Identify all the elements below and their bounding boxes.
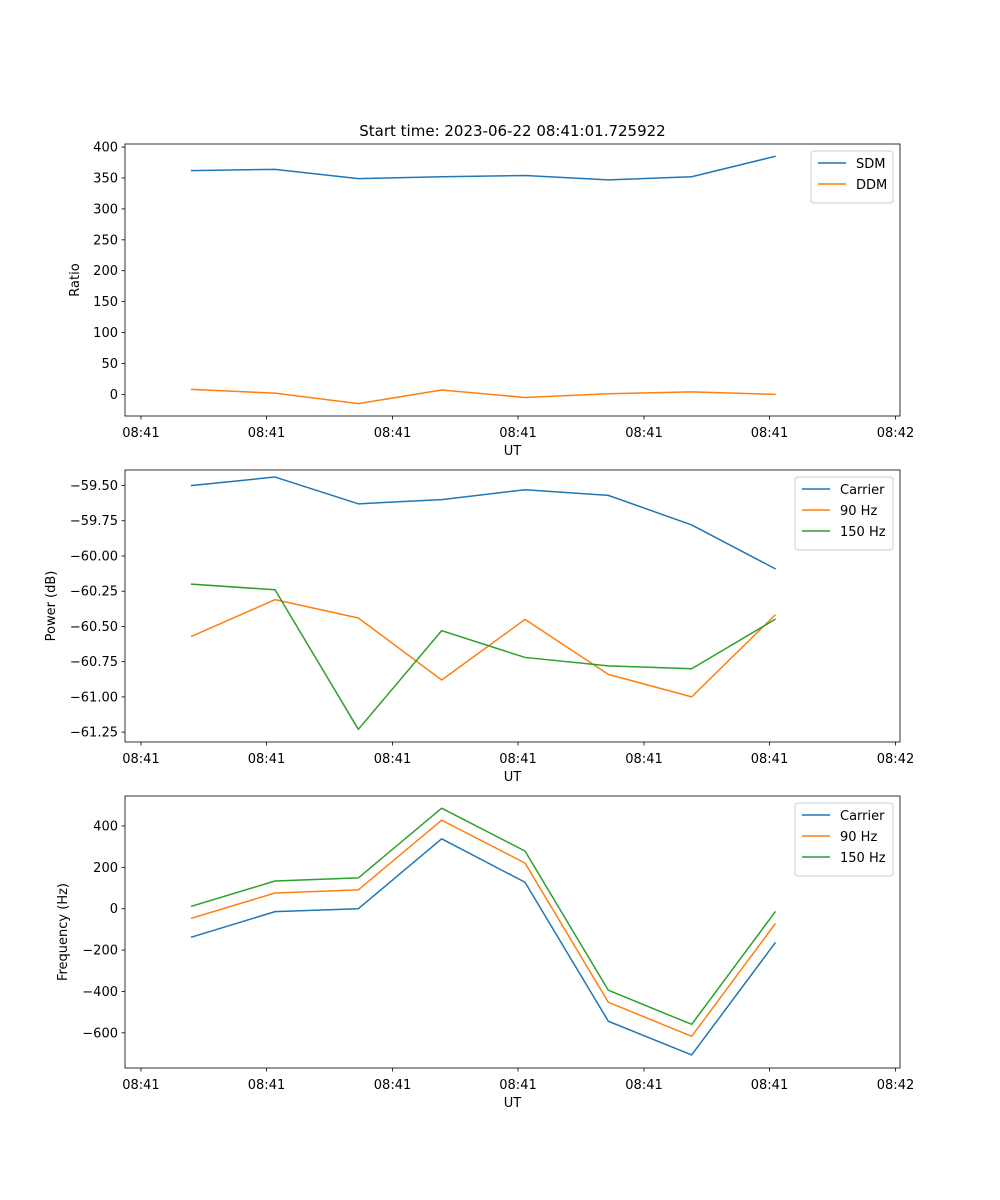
legend-label: 150 Hz [840, 525, 886, 540]
y-tick-label: 200 [93, 861, 118, 876]
legend: Carrier 90 Hz 150 Hz [794, 476, 894, 551]
axes-frame [124, 469, 901, 743]
x-tick-label: 08:41 [374, 426, 411, 441]
x-axis-label: UT [504, 1096, 522, 1111]
axes-frame [124, 143, 901, 417]
series-group [190, 476, 777, 731]
y-axis-label: Power (dB) [44, 571, 59, 642]
chart-title: Start time: 2023-06-22 08:41:01.725922 [359, 122, 665, 140]
x-tick-label: 08:41 [374, 752, 411, 767]
x-tick-label: 08:41 [499, 1078, 536, 1093]
y-tick-label: −60.25 [70, 585, 118, 600]
x-tick-label: 08:41 [248, 752, 285, 767]
y-tick-label: −400 [82, 985, 118, 1000]
y-tick-label: −61.25 [70, 726, 118, 741]
x-tick-label: 08:41 [625, 426, 662, 441]
y-tick-label: 0 [110, 902, 118, 917]
legend-label: Carrier [840, 809, 885, 824]
x-axis-label: UT [504, 444, 522, 459]
y-tick-label: 400 [93, 819, 118, 834]
series-line-90-hz [190, 819, 777, 1038]
x-tick-label: 08:41 [499, 752, 536, 767]
x-tick-label: 08:41 [122, 1078, 159, 1093]
y-tick-label: −59.75 [70, 514, 118, 529]
y-tick-label: 250 [93, 233, 118, 248]
y-tick-label: −60.00 [70, 549, 118, 564]
x-tick-label: 08:41 [248, 426, 285, 441]
y-axis-label: Ratio [68, 263, 83, 296]
x-tick-label: 08:41 [751, 426, 788, 441]
legend-label: 90 Hz [840, 830, 877, 845]
legend-box [810, 150, 894, 204]
y-tick-label: −60.50 [70, 620, 118, 635]
legend-label: Carrier [840, 483, 885, 498]
x-tick-label: 08:42 [877, 426, 914, 441]
y-tick-label: −60.75 [70, 655, 118, 670]
series-group [190, 807, 777, 1056]
x-tick-label: 08:41 [751, 752, 788, 767]
y-tick-label: −61.00 [70, 690, 118, 705]
subplot-1: 0 50 100 150 200 250 300 350 400 08:41 08:41 08:41 0… [68, 141, 914, 459]
subplot-3: 400 200 0 −200 −400 −600 08:41 08:41 08:41 08:41 0… [56, 795, 914, 1111]
y-tick-label: −200 [82, 944, 118, 959]
x-tick-label: 08:41 [499, 426, 536, 441]
legend-label: SDM [856, 157, 885, 172]
legend: SDM DDM [810, 150, 894, 204]
subplot-panels: 0 50 100 150 200 250 300 350 400 08:41 08:41 08:41 0… [44, 141, 914, 1111]
x-tick-label: 08:41 [374, 1078, 411, 1093]
y-axis-label: Frequency (Hz) [56, 883, 71, 981]
series-line-carrier [190, 476, 777, 570]
series-line-150-hz [190, 583, 777, 731]
series-line-90-hz [190, 598, 777, 698]
x-axis-label: UT [504, 770, 522, 785]
y-tick-label: 100 [93, 326, 118, 341]
x-tick-label: 08:41 [122, 426, 159, 441]
x-tick-label: 08:41 [248, 1078, 285, 1093]
subplot-2: −59.50 −59.75 −60.00 −60.25 −60.50 −60.75 −61.… [44, 469, 914, 785]
legend-label: 90 Hz [840, 504, 877, 519]
y-tick-label: 50 [101, 357, 118, 372]
x-tick-label: 08:41 [625, 1078, 662, 1093]
series-line-150-hz [190, 807, 777, 1026]
y-tick-label: 400 [93, 141, 118, 156]
y-tick-label: 200 [93, 264, 118, 279]
series-group [190, 155, 776, 405]
x-tick-label: 08:41 [751, 1078, 788, 1093]
y-tick-label: 0 [110, 388, 118, 403]
series-line-carrier [190, 838, 777, 1056]
legend: Carrier 90 Hz 150 Hz [794, 802, 894, 877]
legend-label: 150 Hz [840, 851, 886, 866]
x-tick-label: 08:42 [877, 1078, 914, 1093]
series-line-ddm [190, 388, 776, 405]
x-tick-label: 08:41 [122, 752, 159, 767]
y-tick-label: 350 [93, 172, 118, 187]
y-tick-label: −59.50 [70, 479, 118, 494]
axes-frame [124, 795, 901, 1069]
y-tick-label: 300 [93, 202, 118, 217]
x-tick-label: 08:41 [625, 752, 662, 767]
legend-label: DDM [856, 178, 887, 193]
x-tick-label: 08:42 [877, 752, 914, 767]
series-line-sdm [190, 155, 776, 181]
y-tick-label: −600 [82, 1026, 118, 1041]
y-tick-label: 150 [93, 295, 118, 310]
